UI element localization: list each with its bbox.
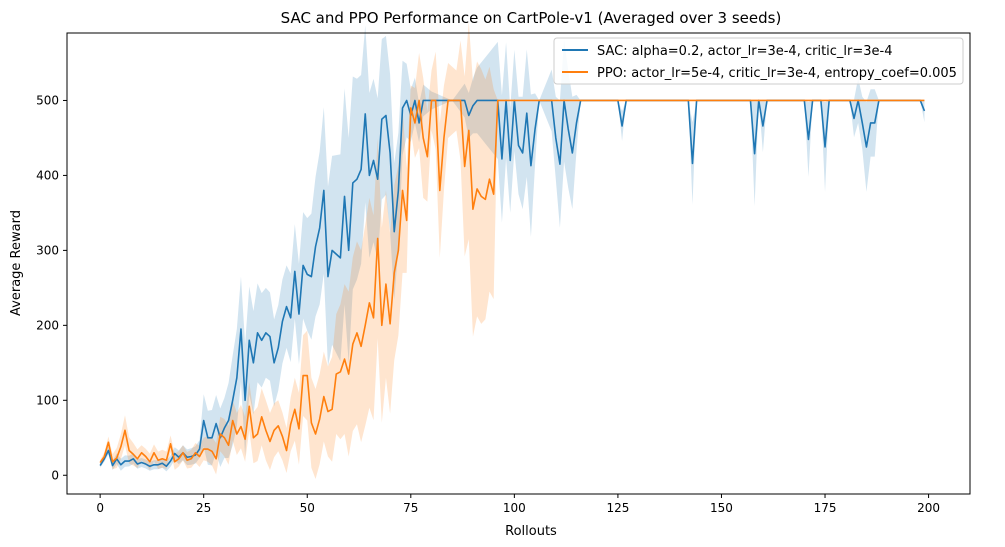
y-tick-label: 100 bbox=[36, 393, 59, 407]
x-tick-label: 150 bbox=[710, 501, 733, 515]
x-tick-label: 200 bbox=[917, 501, 940, 515]
x-tick-label: 50 bbox=[300, 501, 315, 515]
x-tick-label: 100 bbox=[503, 501, 526, 515]
y-tick-label: 0 bbox=[51, 468, 59, 482]
x-axis-ticks: 0 25 50 75 100 125 150 175 200 bbox=[96, 494, 940, 515]
band-ppo bbox=[100, 21, 925, 480]
x-tick-label: 25 bbox=[196, 501, 211, 515]
y-tick-label: 200 bbox=[36, 318, 59, 332]
series-lines bbox=[99, 99, 926, 468]
y-axis-label: Average Reward bbox=[9, 210, 24, 316]
y-tick-label: 400 bbox=[36, 168, 59, 182]
x-tick-label: 0 bbox=[96, 501, 104, 515]
line-ppo bbox=[99, 99, 925, 463]
y-tick-label: 500 bbox=[36, 93, 59, 107]
plot-area-frame bbox=[66, 32, 971, 495]
band-sac bbox=[100, 25, 925, 472]
y-axis-ticks: 0 100 200 300 400 500 bbox=[36, 93, 67, 482]
chart-title: SAC and PPO Performance on CartPole-v1 (… bbox=[281, 9, 782, 27]
legend: SAC: alpha=0.2, actor_lr=3e-4, critic_lr… bbox=[553, 37, 964, 85]
x-tick-label: 75 bbox=[403, 501, 418, 515]
legend-label-ppo: PPO: actor_lr=5e-4, critic_lr=3e-4, entr… bbox=[597, 66, 957, 81]
legend-box bbox=[553, 37, 964, 85]
legend-label-sac: SAC: alpha=0.2, actor_lr=3e-4, critic_lr… bbox=[597, 44, 893, 59]
x-tick-label: 125 bbox=[606, 501, 629, 515]
confidence-bands bbox=[100, 21, 925, 480]
y-tick-label: 300 bbox=[36, 243, 59, 257]
x-axis-label: Rollouts bbox=[505, 524, 557, 539]
x-tick-label: 175 bbox=[814, 501, 837, 515]
